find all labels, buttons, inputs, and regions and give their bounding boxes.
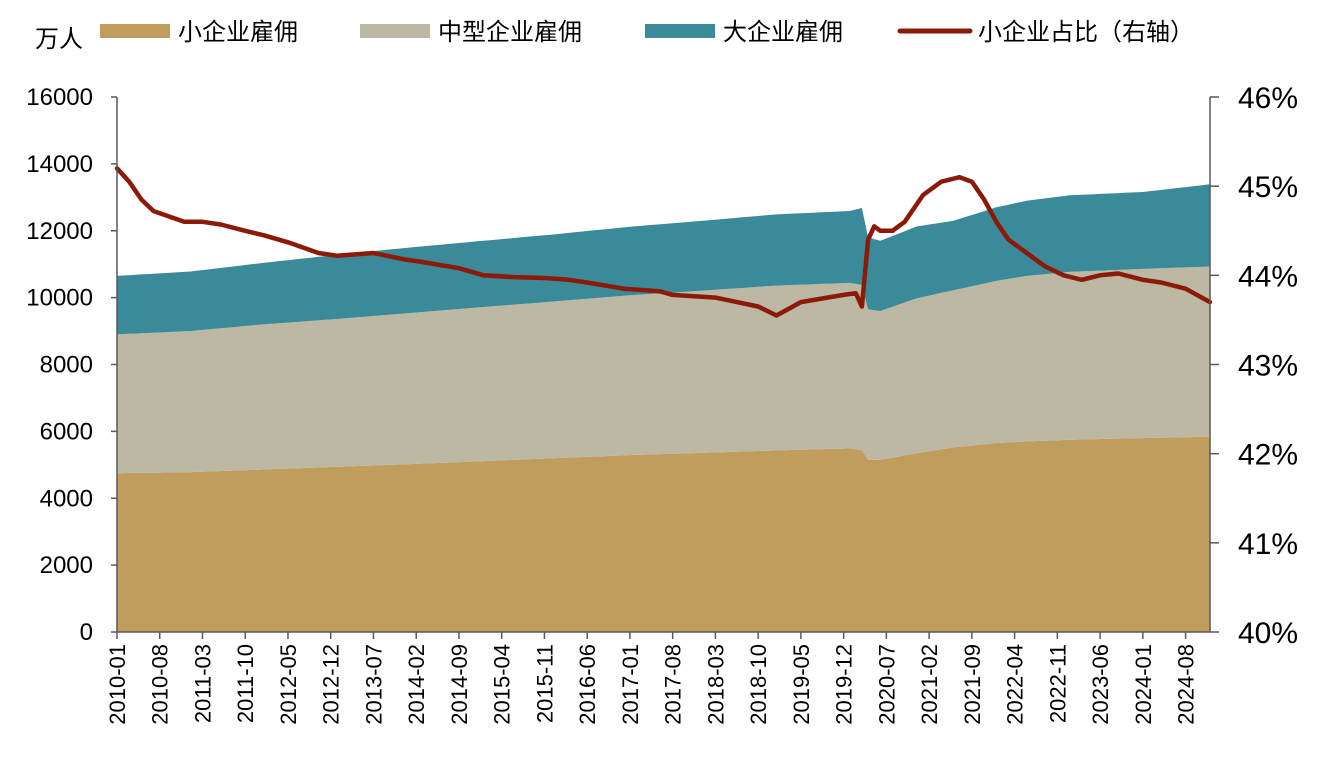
right-tick-label: 41% bbox=[1238, 528, 1298, 561]
x-tick-label: 2013-07 bbox=[362, 644, 387, 725]
x-tick-label: 2011-03 bbox=[191, 644, 216, 723]
plot-line bbox=[114, 166, 1213, 318]
ratio-line-0 bbox=[114, 166, 1213, 318]
legend-swatch-1 bbox=[360, 24, 430, 38]
x-tick-label: 2014-09 bbox=[447, 644, 472, 725]
area-series-1 bbox=[117, 266, 1210, 474]
x-tick-label: 2022-04 bbox=[1003, 644, 1028, 725]
plot-areas bbox=[117, 184, 1210, 632]
legend: 小企业雇佣 中型企业雇佣 大企业雇佣 小企业占比（右轴） bbox=[100, 18, 1194, 46]
left-tick-label: 4000 bbox=[40, 485, 93, 512]
x-tick-label: 2024-01 bbox=[1131, 644, 1156, 725]
right-tick-label: 42% bbox=[1238, 439, 1298, 472]
x-tick-label: 2021-02 bbox=[917, 644, 942, 725]
x-tick-label: 2012-12 bbox=[319, 644, 344, 725]
x-tick-label: 2015-11 bbox=[532, 644, 557, 723]
x-tick-label: 2018-10 bbox=[746, 644, 771, 725]
left-tick-label: 16000 bbox=[26, 84, 93, 111]
left-tick-label: 10000 bbox=[26, 285, 93, 312]
right-tick-label: 44% bbox=[1238, 260, 1298, 293]
legend-label-3: 小企业占比（右轴） bbox=[978, 18, 1194, 46]
x-tick-label: 2021-09 bbox=[960, 644, 985, 725]
legend-swatch-2 bbox=[645, 24, 715, 38]
x-tick-label: 2011-10 bbox=[233, 644, 258, 723]
right-tick-label: 45% bbox=[1238, 171, 1298, 204]
y-unit-label: 万人 bbox=[35, 25, 83, 53]
x-tick-label: 2016-06 bbox=[575, 644, 600, 725]
x-tick-label: 2015-04 bbox=[490, 644, 515, 725]
x-tick-label: 2024-08 bbox=[1174, 644, 1199, 725]
x-tick-label: 2017-08 bbox=[661, 644, 686, 725]
left-tick-label: 12000 bbox=[26, 218, 93, 245]
left-tick-label: 6000 bbox=[40, 418, 93, 445]
legend-label-0: 小企业雇佣 bbox=[178, 18, 298, 46]
left-tick-label: 8000 bbox=[40, 352, 93, 379]
axes: 0 2000 4000 6000 8000 10000 12000 14000 16000 40%… bbox=[26, 25, 1298, 725]
legend-swatch-0 bbox=[100, 24, 170, 38]
legend-label-2: 大企业雇佣 bbox=[723, 18, 843, 46]
right-tick-label: 46% bbox=[1238, 82, 1298, 115]
x-tick-label: 2010-08 bbox=[148, 644, 173, 725]
x-tick-label: 2017-01 bbox=[618, 644, 643, 725]
x-tick-label: 2012-05 bbox=[276, 644, 301, 725]
left-tick-label: 2000 bbox=[40, 552, 93, 579]
left-tick-label: 14000 bbox=[26, 151, 93, 178]
legend-label-1: 中型企业雇佣 bbox=[438, 18, 582, 46]
area-series-0 bbox=[117, 436, 1210, 632]
right-tick-label: 43% bbox=[1238, 350, 1298, 383]
left-tick-label: 0 bbox=[80, 619, 93, 646]
x-tick-label: 2022-11 bbox=[1045, 644, 1070, 723]
x-tick-label: 2018-03 bbox=[703, 644, 728, 725]
right-tick-label: 40% bbox=[1238, 617, 1298, 650]
x-tick-label: 2020-07 bbox=[874, 644, 899, 725]
x-tick-label: 2010-01 bbox=[105, 644, 130, 725]
x-tick-label: 2019-05 bbox=[789, 644, 814, 725]
area-series-2 bbox=[117, 184, 1210, 335]
x-tick-label: 2014-02 bbox=[404, 644, 429, 725]
x-tick-label: 2023-06 bbox=[1088, 644, 1113, 725]
x-tick-label: 2019-12 bbox=[832, 644, 857, 725]
